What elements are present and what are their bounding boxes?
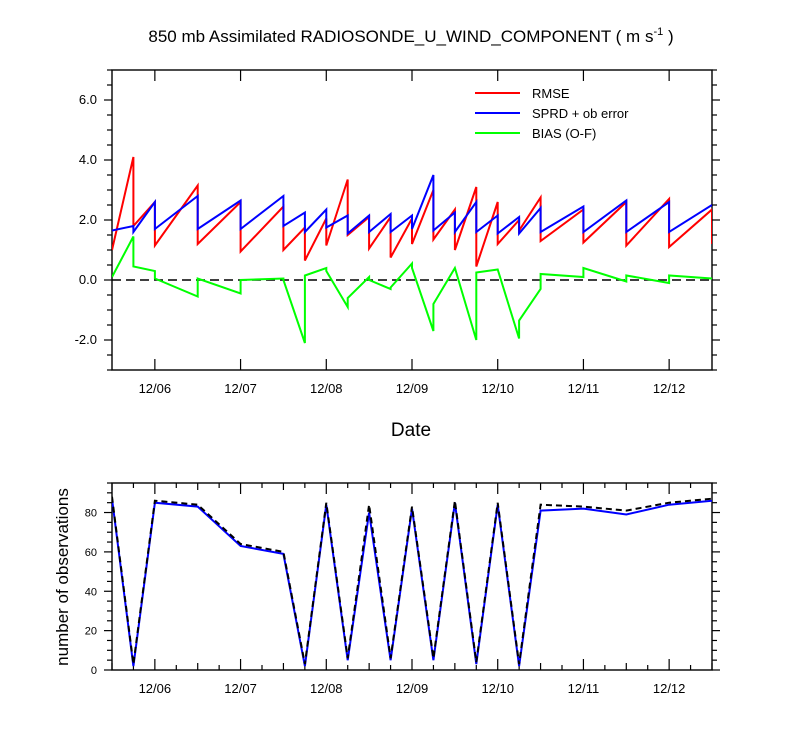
legend-label: SPRD + ob error <box>532 106 629 121</box>
top-plot: 12/06 12/07 12/08 12/09 12/10 12/11 12/12 -2.0 0… <box>75 69 720 396</box>
series-line-sprd-ob-error <box>112 174 712 237</box>
y-tick-label: 80 <box>85 508 97 520</box>
y-tick-label: 20 <box>85 626 97 638</box>
x-tick-label: 12/09 <box>396 681 429 696</box>
x-tick-label: 12/07 <box>224 381 257 396</box>
bottom-plot: 12/06 12/07 12/08 12/09 12/10 12/11 12/12 0 20 40… <box>85 482 720 696</box>
y-tick-label: 0.0 <box>79 272 97 287</box>
y-tick-label: -2.0 <box>75 332 97 347</box>
legend-label: BIAS (O-F) <box>532 126 596 141</box>
y-tick-label: 4.0 <box>79 152 97 167</box>
series-line-rmse <box>112 156 712 267</box>
x-axis-label: Date <box>391 420 431 441</box>
x-tick-label: 12/12 <box>653 381 686 396</box>
x-tick-label: 12/11 <box>568 381 600 396</box>
series-line-observations-used <box>112 498 712 667</box>
series-line-observations-possible <box>112 496 712 665</box>
x-tick-label: 12/12 <box>653 681 686 696</box>
y-tick-label: 60 <box>85 547 97 559</box>
chart-title: 850 mb Assimilated RADIOSONDE_U_WIND_COM… <box>148 26 673 46</box>
y-tick-label: 0 <box>91 665 97 677</box>
series-line-bias-o-f <box>112 236 712 344</box>
x-tick-label: 12/10 <box>481 681 514 696</box>
y-tick-label: 40 <box>85 586 97 598</box>
y-tick-label: 2.0 <box>79 212 97 227</box>
x-tick-label: 12/09 <box>396 381 429 396</box>
x-tick-label: 12/10 <box>481 381 514 396</box>
x-tick-label: 12/08 <box>310 681 343 696</box>
x-tick-label: 12/07 <box>224 681 257 696</box>
x-tick-label: 12/06 <box>139 681 172 696</box>
x-tick-label: 12/11 <box>568 681 600 696</box>
y-axis-label-bottom: number of observations <box>53 488 72 666</box>
legend-label: RMSE <box>532 86 570 101</box>
y-tick-label: 6.0 <box>79 92 97 107</box>
x-tick-label: 12/08 <box>310 381 343 396</box>
x-tick-label: 12/06 <box>139 381 172 396</box>
